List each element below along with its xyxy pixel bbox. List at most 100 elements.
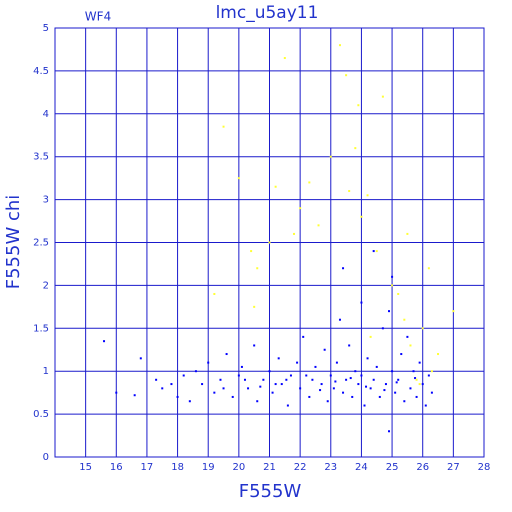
point [375,250,378,253]
point [274,383,277,386]
point [274,185,277,188]
point [155,378,158,381]
x-tick-label: 25 [386,462,399,473]
point [335,361,338,364]
point [225,353,228,356]
x-axis-label: F555W [239,481,302,502]
point [345,74,348,77]
y-tick-label: 3.5 [33,152,49,163]
point [237,374,240,377]
point [427,374,430,377]
point [308,395,311,398]
point [357,104,360,107]
point [345,378,348,381]
point [421,383,424,386]
y-tick-label: 5 [43,23,49,34]
point [421,327,424,330]
point [360,215,363,218]
point [213,292,216,295]
x-tick-label: 23 [324,462,337,473]
point [296,361,299,364]
point [219,378,222,381]
point [409,344,412,347]
point [394,391,397,394]
point [338,318,341,321]
point [349,377,352,380]
point [427,267,430,270]
point [334,380,337,383]
y-tick-label: 0.5 [33,409,49,420]
point [133,394,136,397]
x-tick-label: 20 [232,462,245,473]
point [237,177,240,180]
point [161,387,164,390]
point [329,374,332,377]
point [354,370,357,373]
point [338,44,341,47]
x-tick-label: 26 [416,462,429,473]
point [360,301,363,304]
point [366,194,369,197]
point [323,348,326,351]
point [400,353,403,356]
point [299,387,302,390]
point [412,370,415,373]
point [317,224,320,227]
point [170,383,173,386]
point [406,335,409,338]
point [342,391,345,394]
y-tick-label: 2.5 [33,238,49,249]
point [357,383,360,386]
point [363,404,366,407]
point [452,310,455,313]
point [326,400,329,403]
point [369,335,372,338]
point [437,353,440,356]
point [305,374,308,377]
point [311,378,314,381]
y-tick-label: 1 [43,366,49,377]
point [418,361,421,364]
point [268,241,271,244]
point [286,404,289,407]
point [259,385,262,388]
point [369,387,372,390]
point [348,344,351,347]
point [256,400,259,403]
point [243,378,246,381]
point [403,400,406,403]
point [103,340,106,343]
point [188,400,191,403]
point [207,361,210,364]
point [253,305,256,308]
point [403,318,406,321]
y-tick-label: 0 [43,452,49,463]
point [302,335,305,338]
point [430,370,433,373]
point [240,365,243,368]
point [366,357,369,360]
x-tick-label: 27 [447,462,460,473]
point [354,147,357,150]
annotation: WF4 [85,10,111,24]
point [430,391,433,394]
point [213,391,216,394]
point [308,181,311,184]
point [222,387,225,390]
y-tick-label: 1.5 [33,323,49,334]
y-tick-label: 4 [43,109,49,120]
point [391,275,394,278]
point [268,370,271,373]
point [289,374,292,377]
point [391,370,394,373]
point [256,267,259,270]
x-tick-label: 16 [110,462,123,473]
x-tick-label: 15 [79,462,92,473]
y-tick-label: 2 [43,280,49,291]
point [372,250,375,253]
point [280,383,283,386]
point [342,267,345,270]
point [285,378,288,381]
point [176,395,179,398]
point [231,395,234,398]
